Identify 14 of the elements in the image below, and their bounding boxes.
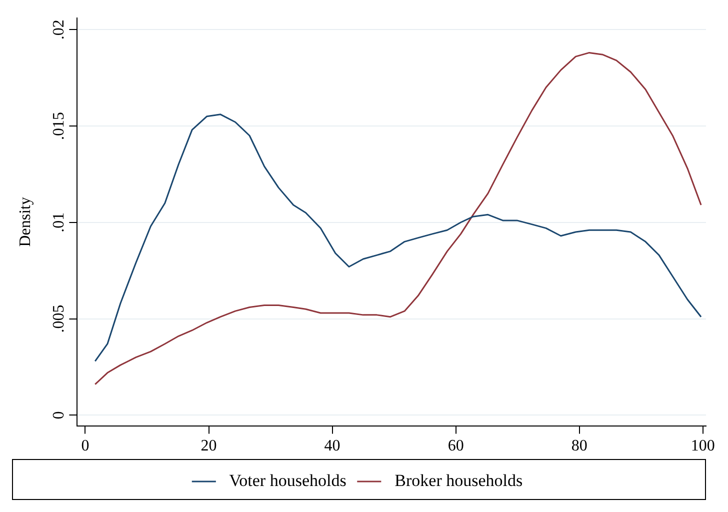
x-tick-label: 40 bbox=[324, 438, 340, 455]
y-axis-title: Density bbox=[16, 197, 34, 247]
legend-label: Voter households bbox=[220, 470, 346, 490]
legend-label: Broker households bbox=[386, 470, 523, 490]
x-tick-label: 100 bbox=[690, 438, 715, 455]
x-tick-label: 20 bbox=[200, 438, 217, 455]
y-tick-label: .01 bbox=[50, 212, 68, 232]
x-tick-label: 0 bbox=[81, 438, 90, 455]
x-tick-label: 60 bbox=[448, 438, 464, 455]
y-tick-label: .015 bbox=[50, 112, 68, 140]
y-tick-label: 0 bbox=[50, 411, 68, 420]
y-tick-label: .005 bbox=[50, 304, 68, 333]
y-tick-label: .02 bbox=[50, 20, 68, 40]
x-tick-label: 80 bbox=[571, 438, 588, 455]
